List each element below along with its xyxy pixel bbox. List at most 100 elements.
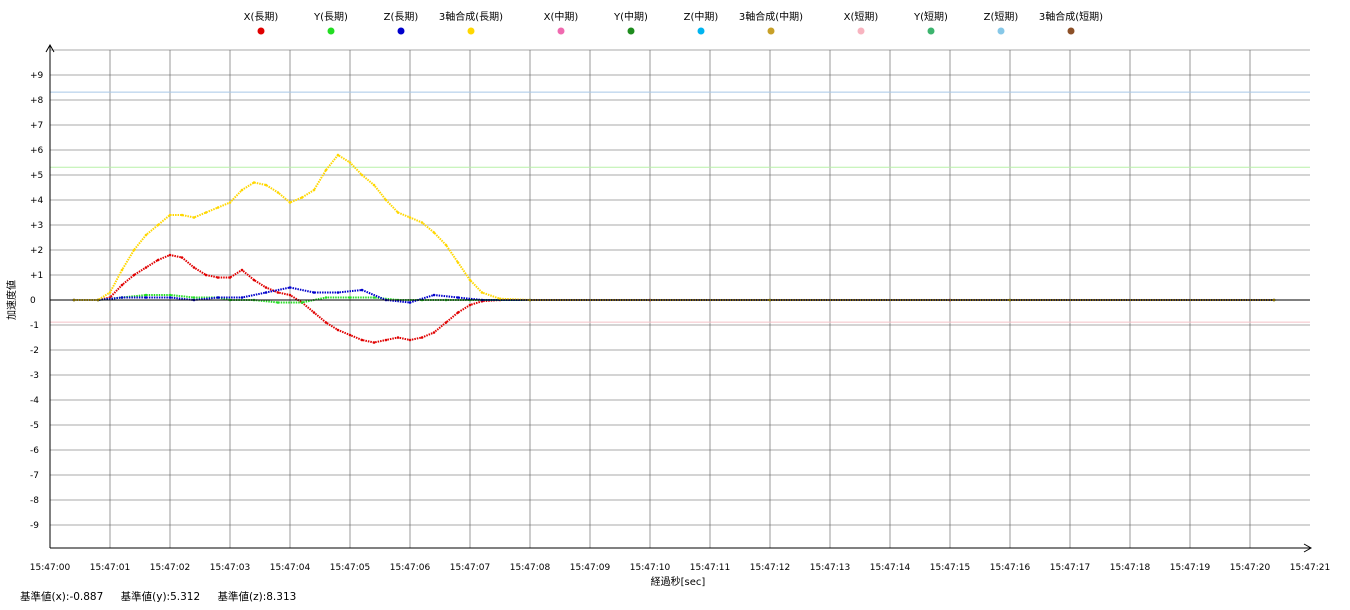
data-point xyxy=(420,336,424,339)
data-point xyxy=(336,153,340,157)
data-point xyxy=(324,296,328,299)
data-point xyxy=(120,296,124,299)
data-point xyxy=(324,168,328,172)
data-point xyxy=(180,213,184,217)
legend-label: Z(長期) xyxy=(384,11,419,23)
x-tick-label: 15:47:15 xyxy=(930,563,970,573)
data-point xyxy=(408,301,412,304)
chart-marks xyxy=(72,153,1276,344)
data-point xyxy=(144,233,148,237)
x-tick-label: 15:47:20 xyxy=(1230,563,1271,573)
legend-label: 3軸合成(長期) xyxy=(439,10,503,23)
y-axis-label: 加速度値 xyxy=(5,280,18,320)
legend-marker xyxy=(557,27,565,35)
x-tick-label: 15:47:12 xyxy=(750,563,790,573)
data-point xyxy=(300,196,304,199)
data-point xyxy=(252,278,256,282)
baseline-values: 基準値(x):-0.887 基準値(y):5.312 基準値(z):8.313 xyxy=(20,589,310,604)
data-point xyxy=(396,211,400,214)
data-point xyxy=(312,311,316,314)
y-tick-label: +7 xyxy=(30,121,43,131)
data-point xyxy=(240,296,244,299)
data-point xyxy=(384,198,388,202)
y-tick-label: -1 xyxy=(30,321,39,331)
y-tick-label: +5 xyxy=(30,171,43,181)
x-tick-label: 15:47:07 xyxy=(450,563,490,573)
x-tick-label: 15:47:13 xyxy=(810,563,850,573)
data-point xyxy=(120,283,124,287)
chart-legend: X(長期) Y(長期) Z(長期) 3軸合成(長期) X(中期) Y(中期) Z(中期) 3軸… xyxy=(244,10,1103,35)
data-point xyxy=(348,296,352,299)
legend-marker xyxy=(697,27,705,35)
data-point xyxy=(432,293,436,297)
x-tick-label: 15:47:00 xyxy=(30,563,71,573)
y-tick-label: -3 xyxy=(30,371,39,381)
y-tick-label: -8 xyxy=(30,496,39,506)
y-tick-label: +2 xyxy=(30,246,43,256)
data-point xyxy=(384,338,388,342)
legend-marker xyxy=(627,27,635,35)
data-point xyxy=(168,293,172,297)
x-axis-arrow xyxy=(1303,543,1313,553)
y-tick-label: +9 xyxy=(30,71,44,81)
data-point xyxy=(264,286,268,289)
data-point xyxy=(372,183,376,187)
x-tick-label: 15:47:04 xyxy=(270,563,311,573)
data-point xyxy=(468,278,472,282)
data-point xyxy=(408,338,412,342)
data-point xyxy=(264,183,268,187)
chart-axes xyxy=(45,43,1313,553)
x-tick-label: 15:47:08 xyxy=(510,563,551,573)
data-point xyxy=(108,291,112,294)
legend-label: 3軸合成(短期) xyxy=(1039,10,1103,23)
baseline-x: 基準値(x):-0.887 xyxy=(20,591,104,603)
data-point xyxy=(348,333,352,337)
x-axis-label: 経過秒[sec] xyxy=(651,575,706,588)
data-point xyxy=(204,273,208,277)
data-point xyxy=(144,266,148,269)
y-tick-label: -9 xyxy=(30,521,39,531)
x-tick-label: 15:47:21 xyxy=(1290,563,1330,573)
data-point xyxy=(252,181,256,184)
baseline-y: 基準値(y):5.312 xyxy=(120,591,201,603)
data-point xyxy=(156,223,160,227)
x-tick-label: 15:47:06 xyxy=(390,563,431,573)
data-point xyxy=(456,296,460,299)
data-point xyxy=(168,253,172,257)
data-point xyxy=(240,188,244,192)
legend-marker xyxy=(397,27,405,35)
data-point xyxy=(312,188,316,192)
data-point xyxy=(228,201,232,204)
y-tick-labels: +9 +8 +7 +6 +5 +4 +3 +2 +1 0 -1 -2 -3 -4 -5 -6 -7 -8 -9 xyxy=(30,71,44,531)
legend-marker xyxy=(1067,27,1075,35)
legend-marker xyxy=(467,27,475,35)
x-tick-label: 15:47:17 xyxy=(1050,563,1090,573)
series-line xyxy=(74,153,1274,301)
data-point xyxy=(498,297,502,301)
data-point xyxy=(456,311,460,314)
data-point xyxy=(336,291,340,294)
data-point xyxy=(240,268,244,272)
legend-label: 3軸合成(中期) xyxy=(739,10,803,23)
data-point xyxy=(432,231,436,234)
legend-marker xyxy=(857,27,865,35)
data-point xyxy=(408,216,412,219)
data-point xyxy=(204,211,208,214)
data-point xyxy=(216,276,220,279)
baseline-z: 基準値(z):8.313 xyxy=(217,591,297,603)
data-point xyxy=(192,296,196,299)
legend-label: Y(中期) xyxy=(613,10,648,23)
data-point xyxy=(276,301,280,304)
y-tick-label: 0 xyxy=(30,296,36,306)
legend-marker xyxy=(257,27,265,35)
data-point xyxy=(432,331,436,334)
data-point xyxy=(144,296,148,299)
data-point xyxy=(300,301,304,304)
legend-label: Z(中期) xyxy=(684,10,719,23)
data-point xyxy=(336,328,340,332)
series-line xyxy=(74,253,1274,344)
x-tick-label: 15:47:18 xyxy=(1110,563,1151,573)
data-point xyxy=(444,321,448,324)
legend-marker xyxy=(327,27,335,35)
